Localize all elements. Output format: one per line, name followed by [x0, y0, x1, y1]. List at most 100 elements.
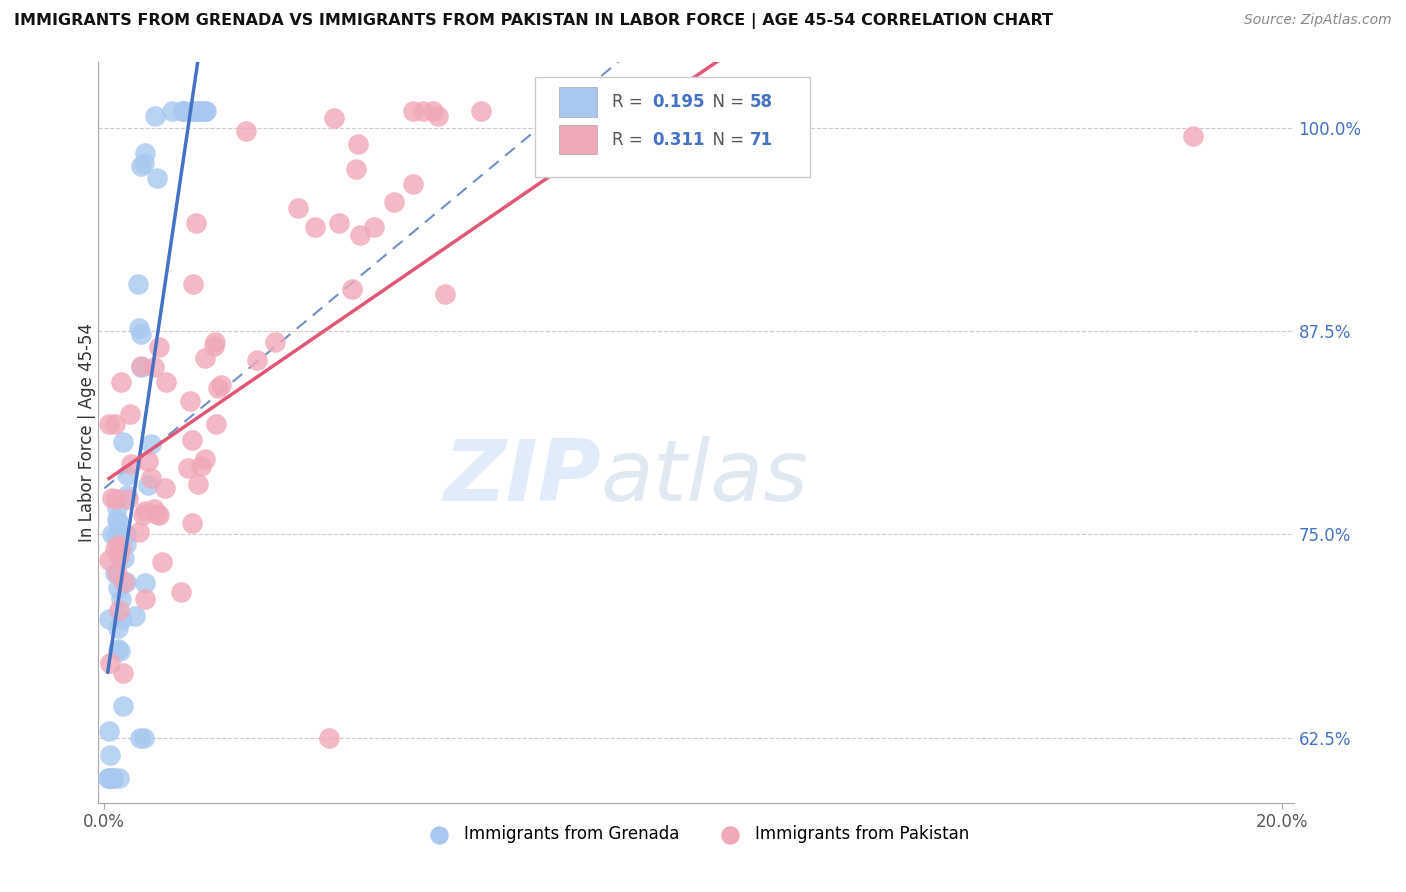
Point — [101, 772, 124, 786]
Point — [323, 111, 346, 125]
Point — [190, 459, 212, 474]
FancyBboxPatch shape — [558, 87, 596, 117]
Point — [143, 109, 166, 123]
Point — [115, 488, 138, 502]
Point — [194, 451, 217, 466]
Point — [401, 177, 423, 191]
Point — [110, 375, 132, 389]
Point — [115, 527, 138, 541]
Point — [97, 772, 120, 786]
Point — [107, 772, 129, 786]
Point — [104, 566, 127, 581]
Point — [344, 161, 367, 176]
Point — [97, 723, 120, 738]
Point — [132, 731, 155, 745]
Point — [191, 104, 214, 119]
Point — [112, 666, 135, 681]
Point — [128, 321, 150, 335]
Point — [143, 359, 166, 374]
Point — [136, 477, 159, 491]
Point — [194, 351, 217, 365]
Point — [186, 104, 208, 119]
Text: 58: 58 — [749, 93, 773, 112]
Point — [183, 104, 205, 119]
Point — [246, 353, 269, 368]
Point — [160, 104, 183, 119]
Point — [422, 104, 444, 119]
Point — [202, 339, 225, 353]
Point — [187, 476, 209, 491]
Point — [108, 603, 131, 617]
Point — [181, 104, 204, 119]
Point — [98, 747, 121, 762]
Point — [318, 731, 340, 745]
Point — [155, 375, 177, 389]
Point — [127, 277, 149, 291]
Text: N =: N = — [702, 130, 749, 149]
Text: atlas: atlas — [600, 435, 808, 518]
Point — [134, 576, 156, 591]
Point — [235, 124, 257, 138]
Point — [172, 104, 194, 119]
Point — [100, 772, 122, 786]
Point — [349, 228, 371, 243]
Point — [117, 492, 139, 507]
Point — [148, 508, 170, 523]
Point — [118, 408, 141, 422]
Point — [103, 772, 125, 786]
Point — [115, 574, 138, 589]
Point — [287, 201, 309, 215]
Text: IMMIGRANTS FROM GRENADA VS IMMIGRANTS FROM PAKISTAN IN LABOR FORCE | AGE 45-54 C: IMMIGRANTS FROM GRENADA VS IMMIGRANTS FR… — [14, 13, 1053, 29]
Y-axis label: In Labor Force | Age 45-54: In Labor Force | Age 45-54 — [79, 323, 96, 542]
Point — [107, 581, 129, 595]
Point — [101, 491, 124, 506]
Point — [172, 104, 194, 119]
Point — [120, 458, 142, 472]
Point — [112, 574, 135, 589]
Point — [136, 453, 159, 467]
Point — [172, 104, 194, 119]
Point — [98, 656, 121, 670]
Point — [1182, 128, 1205, 143]
Point — [108, 549, 131, 563]
Point — [434, 287, 457, 301]
Point — [107, 515, 129, 529]
Text: R =: R = — [613, 130, 648, 149]
Point — [129, 359, 152, 373]
Point — [132, 508, 155, 522]
Point — [347, 137, 370, 152]
Point — [98, 417, 121, 432]
Point — [104, 542, 127, 557]
Point — [207, 380, 229, 394]
Point — [153, 481, 176, 495]
Point — [204, 335, 226, 350]
FancyBboxPatch shape — [534, 78, 810, 178]
Point — [412, 104, 434, 119]
Point — [129, 359, 152, 374]
Point — [105, 529, 128, 543]
Point — [382, 194, 405, 209]
Point — [328, 216, 350, 230]
Point — [209, 377, 232, 392]
Point — [146, 171, 169, 186]
Point — [112, 434, 135, 449]
Point — [129, 326, 152, 341]
Point — [132, 156, 155, 170]
Point — [170, 585, 193, 599]
Point — [188, 104, 211, 119]
Point — [148, 340, 170, 354]
Point — [112, 550, 135, 565]
Point — [110, 591, 132, 606]
Point — [115, 537, 138, 551]
Point — [183, 277, 205, 291]
Point — [101, 527, 124, 541]
Point — [180, 433, 202, 447]
Point — [194, 104, 217, 119]
Point — [402, 104, 425, 119]
Point — [187, 104, 209, 119]
Point — [110, 524, 132, 538]
Point — [117, 468, 139, 483]
Point — [177, 461, 200, 475]
Point — [105, 500, 128, 515]
Text: 0.311: 0.311 — [652, 130, 704, 149]
